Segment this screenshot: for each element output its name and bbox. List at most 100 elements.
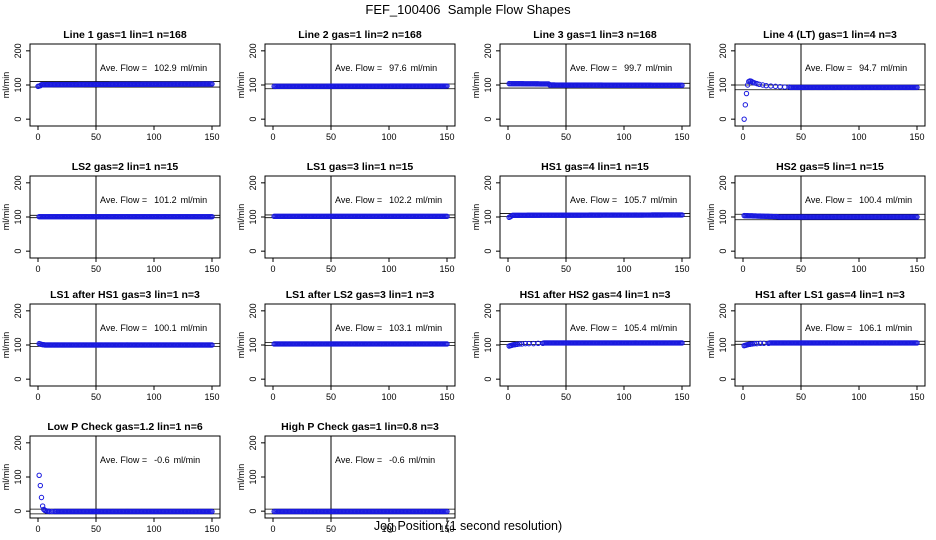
annotation-label: Ave. Flow = bbox=[335, 323, 382, 333]
y-axis-label: ml/min bbox=[706, 204, 716, 231]
subplot-13: Low P Check gas=1.2 lin=1 n=6 0 100 200 ml/m… bbox=[1, 421, 221, 534]
x-tick-label: 50 bbox=[91, 132, 101, 142]
y-tick-label: 200 bbox=[718, 303, 728, 318]
y-axis-label: ml/min bbox=[471, 204, 481, 231]
x-tick-label: 50 bbox=[561, 264, 571, 274]
y-tick-label: 0 bbox=[248, 509, 258, 514]
y-tick-label: 200 bbox=[483, 303, 493, 318]
subplot-title: Line 3 gas=1 lin=3 n=168 bbox=[533, 29, 657, 41]
data-point bbox=[914, 214, 920, 220]
average-flow-annotation: Ave. Flow = 100.4 ml/min bbox=[805, 195, 912, 205]
data-point bbox=[209, 213, 215, 220]
average-flow-annotation: Ave. Flow = -0.6 ml/min bbox=[335, 455, 435, 465]
annotation-unit: ml/min bbox=[886, 195, 913, 205]
x-tick-label: 0 bbox=[505, 264, 510, 274]
annotation-unit: ml/min bbox=[181, 323, 208, 333]
data-point bbox=[756, 81, 762, 88]
y-tick-label: 100 bbox=[13, 77, 23, 92]
x-tick-label: 50 bbox=[326, 524, 336, 534]
data-point bbox=[444, 213, 450, 220]
y-tick-label: 100 bbox=[248, 469, 258, 484]
annotation-unit: ml/min bbox=[651, 323, 678, 333]
data-point bbox=[754, 340, 760, 347]
subplot-2: Line 2 gas=1 lin=2 n=168 0 100 200 ml/min 0 50… bbox=[236, 29, 456, 142]
data-point bbox=[38, 494, 45, 501]
annotation-value: 106.1 bbox=[859, 323, 882, 333]
y-tick-label: 0 bbox=[13, 117, 23, 122]
x-tick-label: 50 bbox=[796, 392, 806, 402]
x-tick-label: 0 bbox=[740, 392, 745, 402]
data-series bbox=[506, 212, 685, 221]
x-tick-label: 150 bbox=[439, 264, 454, 274]
y-tick-label: 0 bbox=[718, 117, 728, 122]
y-tick-label: 100 bbox=[13, 209, 23, 224]
annotation-label: Ave. Flow = bbox=[335, 195, 382, 205]
y-tick-label: 100 bbox=[483, 209, 493, 224]
data-point bbox=[751, 80, 758, 86]
x-tick-label: 150 bbox=[439, 524, 454, 534]
annotation-value: 99.7 bbox=[624, 63, 642, 73]
x-tick-label: 150 bbox=[909, 264, 924, 274]
data-series bbox=[271, 83, 450, 90]
x-tick-label: 100 bbox=[616, 132, 631, 142]
average-flow-annotation: Ave. Flow = 94.7 ml/min bbox=[805, 63, 907, 73]
subplot-1: Line 1 gas=1 lin=1 n=168 0 100 200 ml/min 0 50… bbox=[1, 29, 221, 142]
annotation-unit: ml/min bbox=[416, 323, 443, 333]
data-point bbox=[530, 340, 537, 347]
annotation-value: 101.2 bbox=[154, 195, 177, 205]
y-tick-label: 100 bbox=[718, 77, 728, 92]
y-tick-label: 200 bbox=[13, 43, 23, 58]
subplot-4: Line 4 (LT) gas=1 lin=4 n=3 0 100 200 ml/min… bbox=[706, 29, 926, 142]
y-axis-label: ml/min bbox=[706, 332, 716, 359]
x-tick-label: 0 bbox=[35, 132, 40, 142]
y-tick-label: 0 bbox=[718, 249, 728, 254]
x-tick-label: 50 bbox=[91, 524, 101, 534]
data-point bbox=[36, 472, 42, 478]
y-tick-label: 200 bbox=[13, 175, 23, 190]
average-flow-annotation: Ave. Flow = 101.2 ml/min bbox=[100, 195, 207, 205]
x-tick-label: 100 bbox=[381, 392, 396, 402]
x-tick-label: 100 bbox=[381, 524, 396, 534]
plot-frame bbox=[29, 435, 221, 519]
annotation-unit: ml/min bbox=[174, 455, 201, 465]
y-tick-label: 100 bbox=[483, 77, 493, 92]
annotation-unit: ml/min bbox=[886, 323, 913, 333]
x-tick-label: 0 bbox=[35, 264, 40, 274]
subplot-title: LS1 after HS1 gas=3 lin=1 n=3 bbox=[50, 289, 200, 301]
data-series bbox=[506, 80, 685, 89]
annotation-value: -0.6 bbox=[154, 455, 170, 465]
annotation-value: 105.7 bbox=[624, 195, 647, 205]
data-point bbox=[742, 102, 749, 108]
annotation-label: Ave. Flow = bbox=[100, 323, 147, 333]
annotation-value: 105.4 bbox=[624, 323, 647, 333]
annotation-value: -0.6 bbox=[389, 455, 405, 465]
average-flow-annotation: Ave. Flow = 99.7 ml/min bbox=[570, 63, 672, 73]
annotation-label: Ave. Flow = bbox=[570, 63, 617, 73]
data-point bbox=[744, 82, 751, 88]
y-tick-label: 0 bbox=[13, 249, 23, 254]
subplot-12: HS1 after LS1 gas=4 lin=1 n=3 0 100 200 ml/m… bbox=[706, 289, 926, 402]
x-tick-label: 100 bbox=[616, 264, 631, 274]
y-axis-label: ml/min bbox=[236, 204, 246, 231]
average-flow-annotation: Ave. Flow = -0.6 ml/min bbox=[100, 455, 200, 465]
subplot-10: LS1 after LS2 gas=3 lin=1 n=3 0 100 200 ml/m… bbox=[236, 289, 456, 402]
x-tick-label: 0 bbox=[270, 264, 275, 274]
subplot-title: LS1 after LS2 gas=3 lin=1 n=3 bbox=[286, 289, 435, 301]
x-tick-label: 0 bbox=[35, 392, 40, 402]
data-series bbox=[271, 213, 450, 220]
x-tick-label: 50 bbox=[326, 264, 336, 274]
y-tick-label: 100 bbox=[13, 337, 23, 352]
y-tick-label: 0 bbox=[248, 377, 258, 382]
x-tick-label: 100 bbox=[146, 132, 161, 142]
average-flow-annotation: Ave. Flow = 105.4 ml/min bbox=[570, 323, 677, 333]
annotation-unit: ml/min bbox=[411, 63, 438, 73]
x-tick-label: 0 bbox=[740, 132, 745, 142]
data-point bbox=[444, 341, 450, 347]
data-point bbox=[444, 508, 450, 515]
data-point bbox=[751, 340, 758, 347]
x-tick-label: 100 bbox=[851, 392, 866, 402]
data-point bbox=[519, 341, 525, 347]
subplot-title: HS1 after LS1 gas=4 lin=1 n=3 bbox=[755, 289, 905, 301]
average-flow-annotation: Ave. Flow = 97.6 ml/min bbox=[335, 63, 437, 73]
data-point bbox=[37, 482, 44, 489]
